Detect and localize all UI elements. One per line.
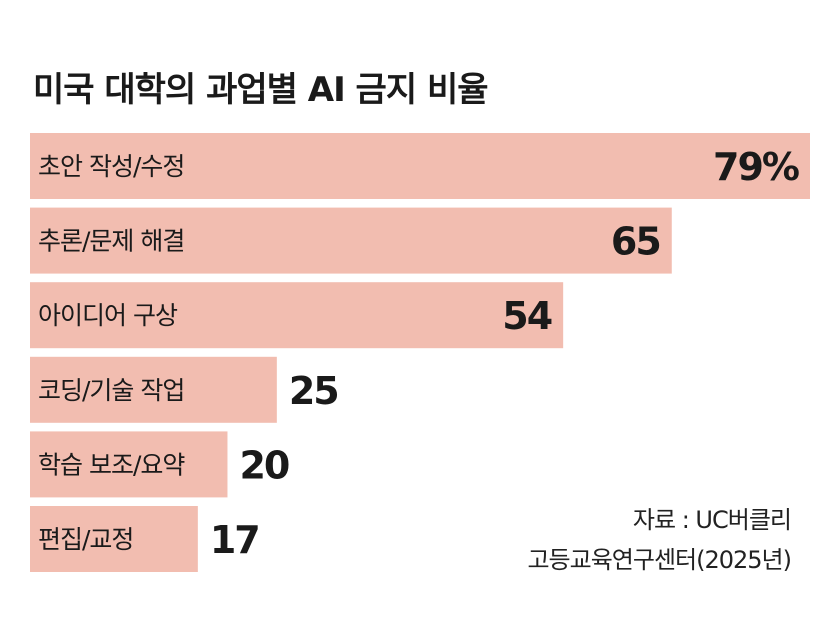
category-label-4: 학습 보조/요약 [38, 450, 185, 479]
category-label-5: 편집/교정 [38, 525, 133, 554]
value-label-3: 25 [289, 369, 338, 413]
chart-title: 미국 대학의 과업별 AI 금지 비율 [33, 70, 489, 110]
bar-4 [30, 431, 228, 498]
bar-5 [30, 506, 198, 572]
source-note: 자료 : UC버클리 고등교육연구센터(2025년) [527, 500, 792, 580]
bar-2 [30, 282, 564, 349]
category-label-2: 아이디어 구상 [38, 301, 178, 330]
value-label-2: 54 [502, 294, 551, 338]
value-label-4: 20 [239, 443, 288, 487]
bar-3 [30, 356, 277, 423]
bar-0 [30, 133, 810, 199]
value-label-1: 65 [611, 220, 660, 264]
value-label-5: 17 [210, 518, 259, 562]
value-label-0: 79% [713, 145, 799, 189]
bar-1 [30, 207, 672, 274]
category-label-0: 초안 작성/수정 [38, 152, 184, 181]
category-label-3: 코딩/기술 작업 [38, 376, 184, 405]
category-label-1: 추론/문제 해결 [38, 227, 184, 256]
source-line-1: 자료 : UC버클리 [632, 506, 792, 534]
source-line-2: 고등교육연구센터(2025년) [527, 546, 792, 574]
